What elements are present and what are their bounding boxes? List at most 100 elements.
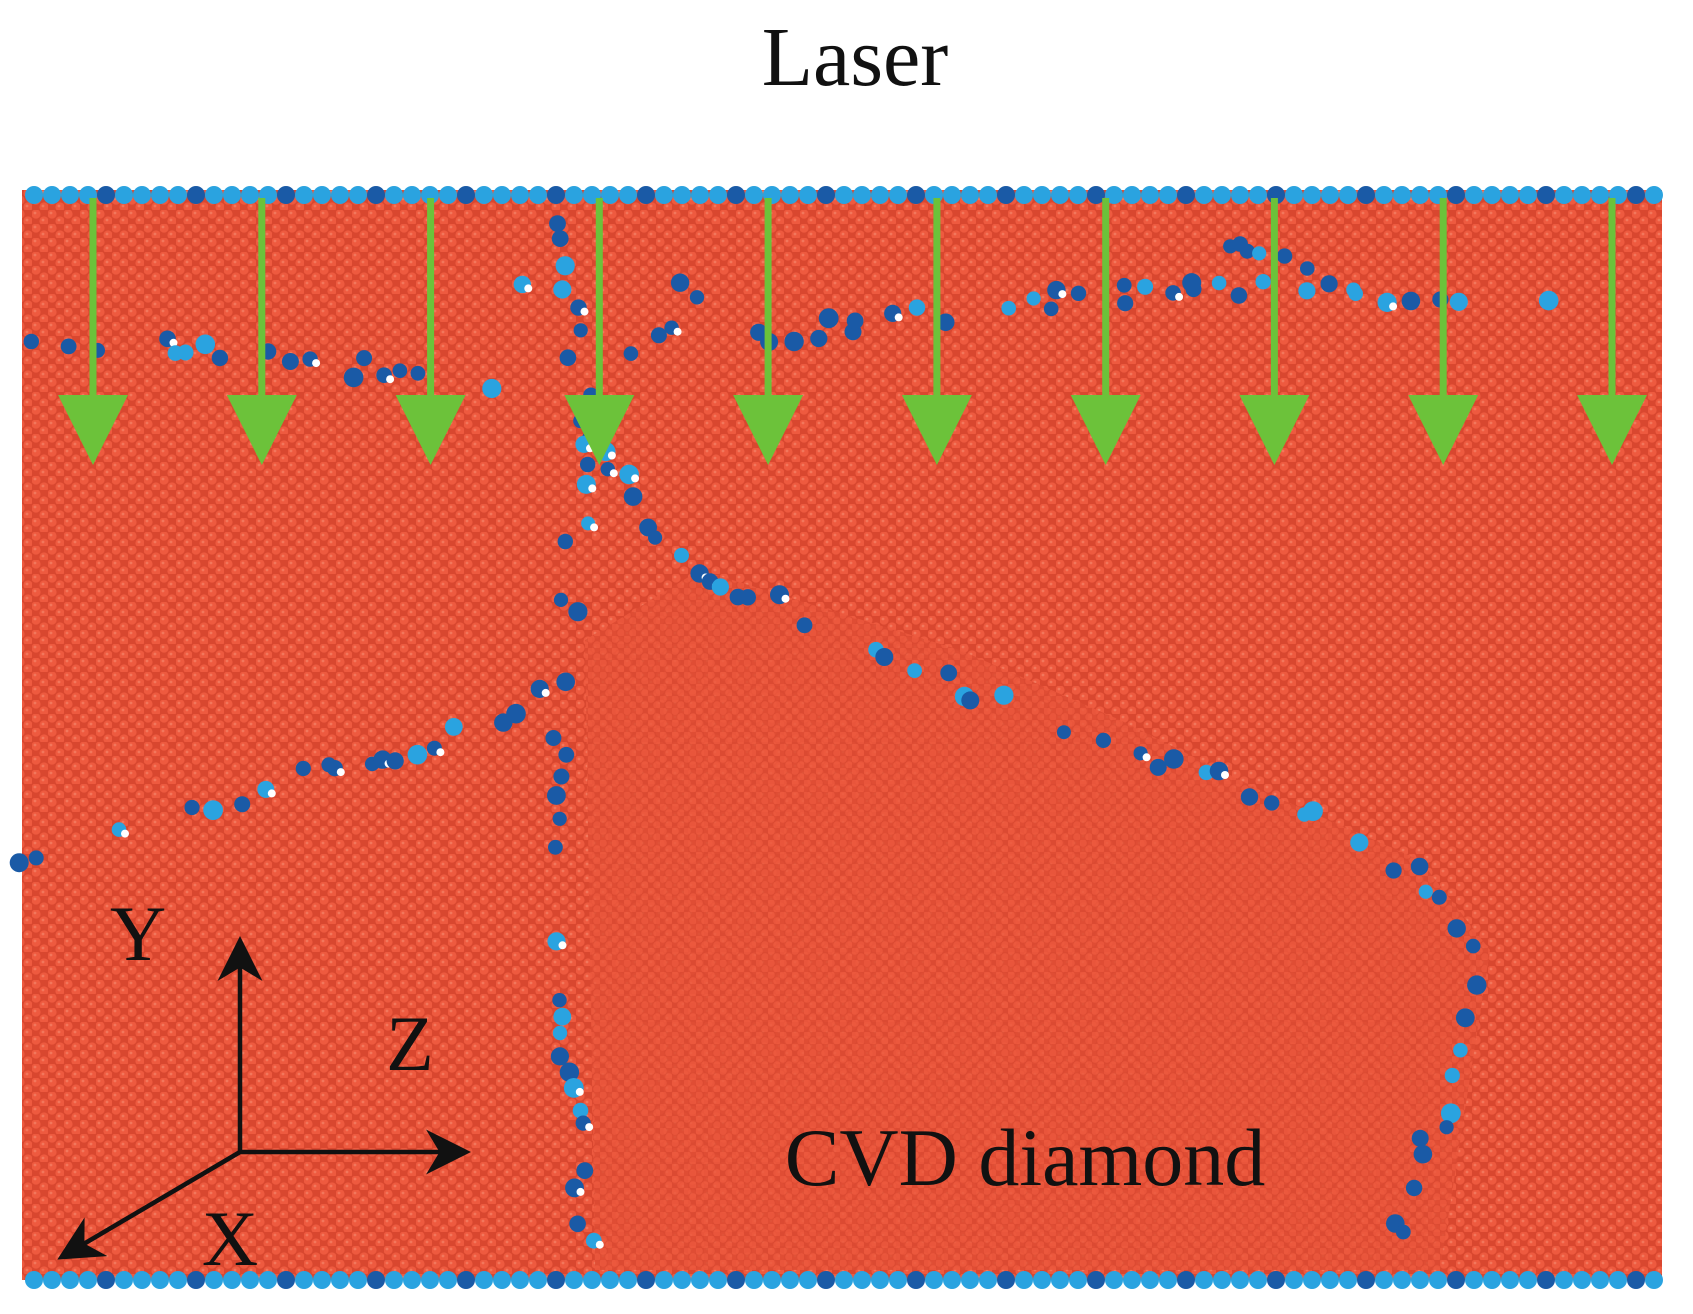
surface-atom: [151, 186, 169, 204]
defect-atom: [28, 850, 44, 866]
surface-atom: [1267, 1271, 1285, 1289]
surface-atom: [97, 186, 115, 204]
defect-atom: [810, 329, 828, 348]
surface-atom: [547, 186, 565, 204]
void-gap: [894, 313, 903, 322]
surface-atom: [1537, 1271, 1555, 1289]
defect-atom: [711, 578, 730, 596]
surface-atom: [457, 186, 475, 204]
surface-atom: [1591, 186, 1609, 204]
surface-atom: [727, 186, 745, 204]
defect-atom: [1431, 889, 1447, 905]
surface-atom: [1195, 1271, 1213, 1289]
defect-atom: [1447, 919, 1466, 938]
defect-atom: [177, 344, 194, 361]
surface-atom: [331, 1271, 349, 1289]
defect-atom: [184, 799, 200, 816]
void-gap: [673, 327, 682, 336]
defect-atom: [23, 333, 39, 350]
surface-atom: [223, 1271, 241, 1289]
surface-atom: [1087, 186, 1105, 204]
surface-atom: [1393, 186, 1411, 204]
surface-atom: [511, 1271, 529, 1289]
defect-atom: [670, 273, 690, 292]
surface-atom: [1375, 186, 1393, 204]
surface-atom: [421, 186, 439, 204]
void-gap: [541, 688, 550, 697]
surface-atom: [637, 186, 655, 204]
surface-atom: [565, 186, 583, 204]
surface-atom: [1591, 1271, 1609, 1289]
y-axis-label: Y: [110, 890, 166, 977]
surface-atom: [1195, 186, 1213, 204]
surface-atom: [583, 1271, 601, 1289]
void-gap: [312, 359, 321, 368]
surface-atom: [673, 186, 691, 204]
surface-atom: [529, 1271, 547, 1289]
defect-atom: [1211, 275, 1227, 291]
void-gap: [1389, 302, 1398, 311]
surface-atom: [223, 186, 241, 204]
defect-atom: [1303, 801, 1323, 821]
surface-atom: [151, 1271, 169, 1289]
defect-atom: [553, 592, 569, 608]
defect-atom: [1395, 1224, 1411, 1240]
surface-atom: [1645, 1271, 1663, 1289]
surface-atom: [1357, 1271, 1375, 1289]
defect-atom: [281, 353, 299, 370]
surface-atom: [439, 1271, 457, 1289]
defect-atom: [559, 1062, 580, 1082]
surface-atom: [547, 1271, 565, 1289]
defect-atom: [392, 363, 408, 379]
defect-atom: [553, 1007, 572, 1026]
defect-atom: [1298, 282, 1316, 300]
surface-atom: [1033, 186, 1051, 204]
surface-atom: [943, 1271, 961, 1289]
defect-atom: [60, 338, 77, 355]
surface-atom: [1447, 186, 1465, 204]
defect-atom: [1116, 277, 1132, 293]
surface-atom: [565, 1271, 583, 1289]
defect-atom: [1095, 732, 1111, 749]
defect-atom: [623, 487, 643, 506]
surface-atom: [835, 1271, 853, 1289]
defect-atom: [1439, 1120, 1454, 1135]
surface-atom: [1015, 186, 1033, 204]
surface-atom: [619, 1271, 637, 1289]
surface-atom: [1645, 186, 1663, 204]
defect-atom: [994, 685, 1014, 705]
defect-atom: [234, 796, 251, 813]
defect-atom: [1418, 884, 1433, 899]
defect-atom: [506, 703, 526, 724]
void-gap: [576, 1187, 585, 1196]
surface-atom: [475, 1271, 493, 1289]
defect-atom: [1117, 295, 1134, 312]
surface-atom: [997, 1271, 1015, 1289]
defect-atom: [576, 1162, 594, 1179]
surface-atom: [1555, 186, 1573, 204]
void-gap: [1221, 771, 1229, 779]
surface-atom: [979, 1271, 997, 1289]
defect-atom: [1453, 1042, 1468, 1058]
surface-atom: [241, 1271, 259, 1289]
defect-atom: [569, 1215, 586, 1233]
surface-atom: [61, 186, 79, 204]
surface-atom: [817, 1271, 835, 1289]
surface-atom: [439, 186, 457, 204]
surface-atom: [1141, 186, 1159, 204]
surface-atom: [1375, 1271, 1393, 1289]
surface-atom: [1123, 186, 1141, 204]
void-gap: [1175, 292, 1184, 301]
surface-atom: [475, 186, 493, 204]
defect-atom: [1164, 749, 1184, 769]
defect-atom: [1411, 1129, 1429, 1147]
surface-atom: [349, 1271, 367, 1289]
surface-atom: [1483, 1271, 1501, 1289]
surface-atom: [493, 1271, 511, 1289]
defect-atom: [1043, 301, 1059, 317]
surface-atom: [817, 186, 835, 204]
defect-atom: [739, 589, 756, 606]
defect-atom: [1385, 862, 1402, 879]
surface-atom: [673, 1271, 691, 1289]
surface-atom: [655, 1271, 673, 1289]
